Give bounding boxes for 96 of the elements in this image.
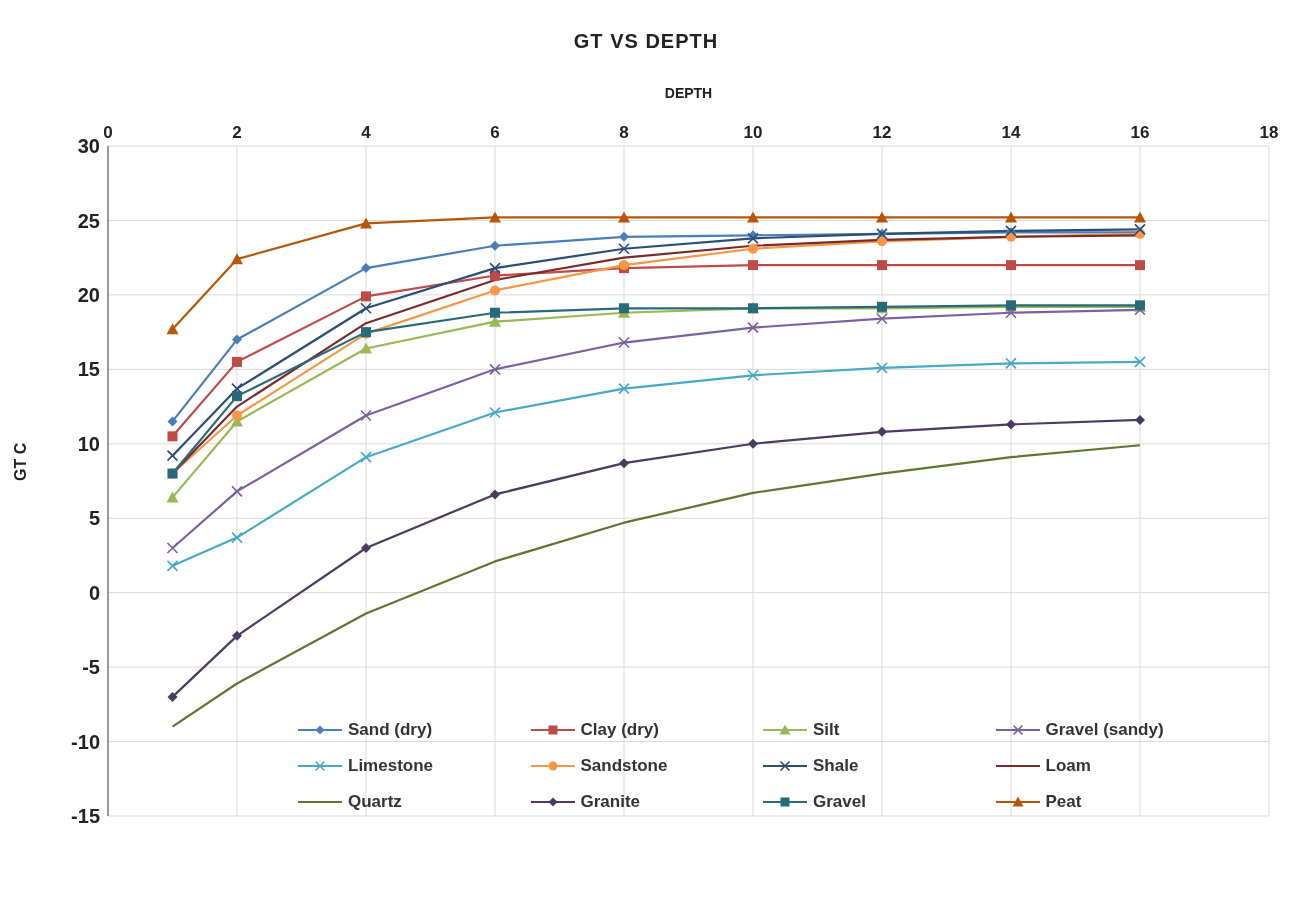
- point: [876, 312, 888, 325]
- legend-label: Sandstone: [580, 756, 668, 776]
- x-tick-label: 18: [1259, 123, 1279, 142]
- point: [490, 307, 500, 318]
- point: [360, 217, 372, 229]
- legend-label: Gravel (sandy): [1045, 720, 1164, 740]
- x-tick-label: 2: [232, 123, 242, 142]
- point: [231, 485, 243, 498]
- point: [876, 211, 888, 223]
- chart-title: GT VS DEPTH: [572, 30, 720, 53]
- legend-label: Clay (dry): [580, 720, 659, 740]
- y-tick-label: 10: [77, 432, 100, 455]
- point: [167, 416, 178, 427]
- point: [1134, 223, 1146, 236]
- point: [167, 691, 178, 702]
- point: [747, 321, 759, 334]
- point: [167, 431, 178, 442]
- point: [361, 543, 371, 553]
- y-axis-title: GT C: [11, 442, 29, 481]
- x-tick-label: 4: [361, 123, 372, 142]
- point: [876, 362, 888, 374]
- point: [1006, 419, 1016, 430]
- point: [1005, 357, 1017, 370]
- y-tick-label: -15: [71, 805, 100, 828]
- x-tick-label: 6: [490, 123, 500, 142]
- point: [877, 260, 887, 271]
- point: [166, 542, 179, 554]
- point: [232, 630, 242, 641]
- x-tick-label: 0: [103, 123, 113, 142]
- point: [618, 336, 630, 349]
- legend-label: Limestone: [348, 756, 434, 776]
- point: [232, 334, 242, 345]
- y-tick-label: 0: [88, 581, 100, 604]
- point: [360, 409, 372, 422]
- point: [1134, 211, 1146, 223]
- point: [232, 356, 242, 367]
- point: [360, 302, 372, 315]
- point: [360, 342, 372, 354]
- legend-label: Granite: [580, 792, 641, 812]
- x-tick-label: 8: [619, 123, 629, 142]
- point: [489, 262, 501, 274]
- point: [877, 236, 887, 247]
- point: [231, 531, 243, 544]
- legend-label: Gravel: [813, 792, 866, 812]
- point: [166, 323, 179, 335]
- point: [1135, 260, 1145, 271]
- point: [489, 406, 501, 419]
- x-tick-label: 14: [1001, 123, 1021, 142]
- point: [489, 211, 501, 223]
- point: [1005, 211, 1017, 223]
- x-axis-title: DEPTH: [664, 84, 713, 101]
- legend-label: Sand (dry): [348, 720, 433, 740]
- legend-label: Peat: [1045, 792, 1082, 812]
- y-tick-label: -5: [82, 656, 100, 679]
- point: [748, 243, 758, 254]
- point: [619, 303, 629, 314]
- point: [747, 211, 759, 223]
- y-tick-label: -10: [71, 730, 100, 753]
- point: [618, 211, 630, 223]
- point: [877, 426, 887, 437]
- point: [619, 231, 629, 242]
- point: [232, 391, 242, 402]
- point: [166, 449, 179, 462]
- point: [490, 240, 500, 251]
- point: [619, 458, 629, 469]
- point: [618, 242, 630, 255]
- point: [1135, 414, 1145, 425]
- x-tick-label: 10: [743, 123, 763, 142]
- point: [748, 260, 758, 271]
- point: [166, 491, 179, 503]
- point: [361, 263, 371, 274]
- point: [231, 253, 243, 265]
- legend-label: Silt: [813, 720, 840, 740]
- point: [489, 363, 501, 376]
- point: [361, 291, 371, 302]
- point: [1134, 356, 1146, 368]
- point: [360, 451, 372, 463]
- point: [490, 489, 500, 500]
- point: [232, 410, 242, 421]
- y-tick-label: 5: [88, 507, 100, 530]
- legend-label: Shale: [813, 756, 859, 776]
- x-tick-label: 16: [1130, 123, 1150, 142]
- point: [748, 438, 758, 449]
- y-tick-label: 15: [77, 358, 100, 381]
- y-tick-label: 30: [77, 135, 100, 158]
- x-tick-label: 12: [872, 123, 892, 142]
- legend-label: Quartz: [348, 792, 402, 812]
- point: [166, 560, 179, 572]
- point: [490, 285, 500, 296]
- point: [618, 382, 630, 395]
- point: [747, 369, 759, 382]
- point: [747, 232, 759, 245]
- point: [1006, 260, 1016, 271]
- legend-label: Loam: [1045, 756, 1091, 776]
- y-tick-label: 20: [77, 283, 100, 306]
- y-tick-label: 25: [77, 209, 100, 232]
